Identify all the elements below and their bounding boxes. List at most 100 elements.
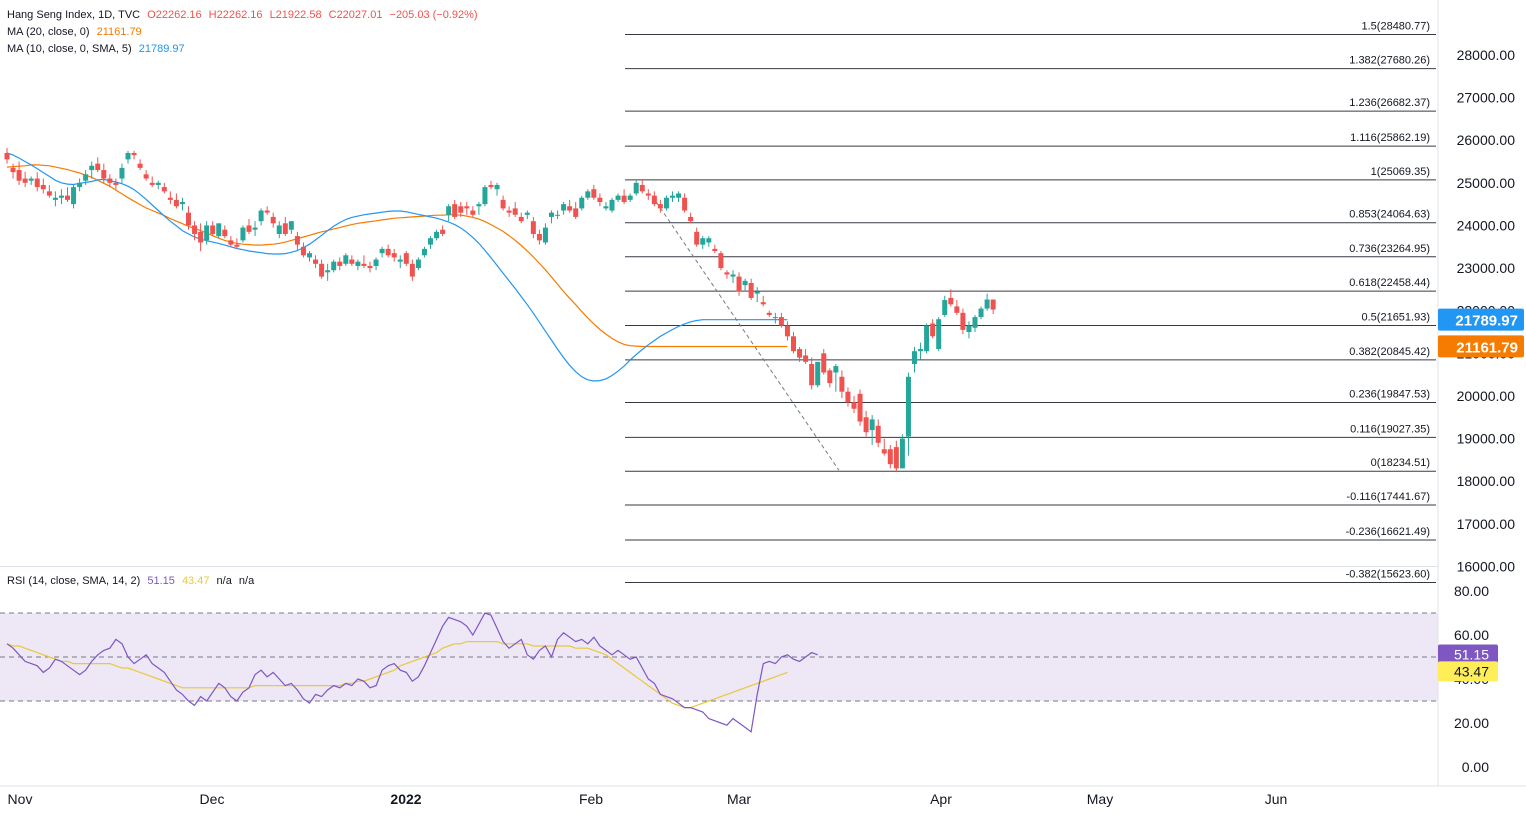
price-tick-label: 28000.00 [1457,47,1516,63]
candle [46,184,52,198]
candle [627,193,633,203]
candle-body [361,263,367,266]
candle [784,321,790,341]
candle [748,278,754,301]
candle-body [258,210,264,222]
candle-body [627,195,633,200]
candle [736,272,742,296]
candle [924,323,930,354]
candle-body [663,197,669,209]
candle [397,255,403,269]
candle-body [373,259,379,266]
candle [978,306,984,320]
ma20-value: 21161.79 [96,26,142,38]
candle-body [978,308,984,318]
candle [573,202,579,220]
ma20-legend[interactable]: MA (20, close, 0) 21161.79 [7,26,146,38]
candle [899,434,905,469]
candle-body [887,449,893,465]
candle [198,223,204,252]
candle [125,150,131,164]
candle [942,295,948,318]
rsi-label: RSI (14, close, SMA, 14, 2) [7,575,141,587]
fib-level-label: 0.853(24064.63) [1349,209,1430,221]
candle-body [71,187,77,205]
pane-separator [0,566,1438,567]
candle-body [615,195,621,200]
ma20-label: MA (20, close, 0) [7,26,90,38]
candle [361,255,367,269]
candle-body [488,184,494,188]
candle-body [772,317,778,319]
fib-level-label: -0.236(16621.49) [1346,526,1430,538]
candle [246,219,252,234]
candle-body [742,280,748,286]
price-tick-label: 24000.00 [1457,217,1516,233]
candle-body [573,208,579,217]
symbol-legend[interactable]: Hang Seng Index, 1D, TVC O22262.16 H2226… [7,9,482,21]
candle [22,171,28,188]
candle-body [561,204,567,211]
candle-body [331,261,337,271]
fib-level-label: 0(18234.51) [1371,457,1430,469]
price-tick-label: 26000.00 [1457,132,1516,148]
candle [476,202,482,215]
candle [918,342,924,360]
candle-body [506,210,512,213]
candle [718,251,724,271]
candle-body [137,163,143,168]
candle-body [458,206,464,213]
candle [482,184,488,207]
ma20-badge: 21161.79 [1438,335,1524,358]
candle [167,191,173,205]
candle-body [125,152,131,160]
candle [252,221,258,237]
candle [89,161,95,179]
candle [639,179,645,194]
candle-body [476,204,482,207]
ma10-badge-text: 21789.97 [1455,313,1518,330]
candle [300,242,306,258]
candle-body [428,238,433,245]
candle [936,317,942,352]
candle [282,216,288,237]
candle [10,163,16,179]
candle-body [228,240,234,245]
candle [549,210,554,224]
candle [561,202,567,215]
candle [440,225,446,237]
time-axis-label: Dec [200,791,225,807]
candle-body [676,193,682,198]
candle [633,180,639,196]
candle-body [464,206,470,209]
rsi-legend[interactable]: RSI (14, close, SMA, 14, 2) 51.15 43.47 … [7,575,258,587]
candle [488,180,494,190]
candle [421,246,427,258]
candle [845,387,851,407]
candle-body [83,174,89,181]
fib-level-label: 0.618(22458.44) [1349,277,1430,289]
ma10-legend[interactable]: MA (10, close, 0, SMA, 5) 21789.97 [7,43,189,55]
candle-body [252,227,258,230]
candle-body [682,197,688,211]
candle [930,319,936,339]
candle [905,372,911,456]
fib-level-label: 1.5(28480.77) [1362,20,1431,32]
candle-body [307,253,312,258]
fib-level-label: -0.382(15623.60) [1346,568,1430,580]
close-value: C22027.01 [328,9,383,21]
rsi-line [6,612,818,733]
time-axis-label: 2022 [390,791,421,807]
candle-body [173,199,179,207]
candle [657,199,663,213]
candle-body [585,191,591,198]
candle-body [234,244,240,247]
candle-body [549,212,554,217]
candle-body [216,223,222,237]
candle [264,206,270,215]
candle [984,293,990,311]
candle [270,212,276,228]
